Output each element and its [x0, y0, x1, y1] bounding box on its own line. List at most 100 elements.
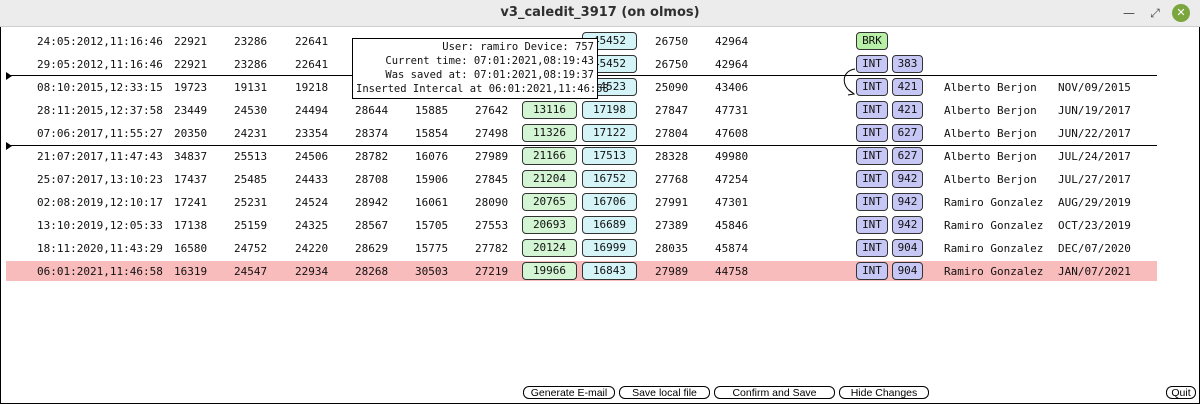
operator-name: Alberto Berjon: [944, 127, 1037, 140]
table-row[interactable]: 02:08:2019,12:10:17 17241 25231 24524 28…: [6, 192, 1157, 212]
date-cell: JUL/27/2017: [1058, 173, 1131, 186]
value-cell: 28035: [655, 242, 689, 255]
code-tag[interactable]: 421: [892, 101, 923, 119]
close-icon[interactable]: ✕: [1172, 4, 1190, 22]
value-box-green[interactable]: 20693: [522, 216, 577, 234]
value-box-green[interactable]: 11326: [522, 124, 577, 142]
value-box-cyan[interactable]: 16999: [582, 239, 637, 257]
table-row[interactable]: 18:11:2020,11:43:29 16580 24752 24220 28…: [6, 238, 1157, 258]
value-cell: 49980: [715, 150, 749, 163]
value-cell: 23286: [234, 58, 268, 71]
value-box-cyan[interactable]: 16843: [582, 262, 637, 280]
type-tag[interactable]: INT: [856, 124, 888, 142]
value-cell: 24547: [234, 265, 268, 278]
code-tag[interactable]: 627: [892, 147, 923, 165]
type-tag[interactable]: INT: [856, 147, 888, 165]
value-box-cyan[interactable]: 16706: [582, 193, 637, 211]
value-cell: 22641: [295, 35, 329, 48]
type-tag[interactable]: INT: [856, 78, 888, 96]
value-box-cyan[interactable]: 16752: [582, 170, 637, 188]
operator-name: Alberto Berjon: [944, 173, 1037, 186]
value-cell: 28090: [475, 196, 509, 209]
operator-name: Ramiro Gonzalez: [944, 219, 1044, 232]
value-cell: 19218: [295, 81, 329, 94]
value-cell: 28782: [355, 150, 389, 163]
table-row[interactable]: 08:10:2015,12:33:15 19723 19131 19218 14…: [6, 77, 1157, 97]
value-cell: 16319: [174, 265, 208, 278]
code-tag[interactable]: 421: [892, 78, 923, 96]
tooltip-line: Inserted Intercal at 06:01:2021,11:46:58: [356, 83, 609, 95]
table-row-selected[interactable]: 06:01:2021,11:46:58 16319 24547 22934 28…: [6, 261, 1157, 281]
type-tag[interactable]: INT: [856, 101, 888, 119]
value-cell: 24524: [295, 196, 329, 209]
date-cell: JUL/24/2017: [1058, 150, 1131, 163]
quit-button[interactable]: Quit: [1166, 386, 1196, 399]
code-tag[interactable]: 942: [892, 193, 923, 211]
value-box-cyan[interactable]: 17513: [582, 147, 637, 165]
value-box-cyan[interactable]: 17198: [582, 101, 637, 119]
value-box-green[interactable]: 20765: [522, 193, 577, 211]
value-cell: 19131: [234, 81, 268, 94]
minimize-icon[interactable]: —: [1123, 6, 1135, 20]
value-cell: 24530: [234, 104, 268, 117]
code-tag[interactable]: 904: [892, 262, 923, 280]
operator-name: Alberto Berjon: [944, 81, 1037, 94]
value-cell: 47608: [715, 127, 749, 140]
brk-tag[interactable]: BRK: [856, 32, 888, 50]
value-cell: 16580: [174, 242, 208, 255]
tooltip-line: Was saved at: 07:01:2021,08:19:37: [385, 69, 594, 81]
table-row[interactable]: 24:05:2012,11:16:46 22921 23286 22641 45…: [6, 31, 1157, 51]
confirm-and-save-button[interactable]: Confirm and Save: [714, 386, 835, 399]
value-box-green[interactable]: 21204: [522, 170, 577, 188]
type-tag[interactable]: INT: [856, 239, 888, 257]
code-tag[interactable]: 627: [892, 124, 923, 142]
table-row[interactable]: 25:07:2017,13:10:23 17437 25485 24433 28…: [6, 169, 1157, 189]
value-box-green[interactable]: 20124: [522, 239, 577, 257]
table-row[interactable]: 21:07:2017,11:47:43 34837 25513 24506 28…: [6, 146, 1157, 166]
value-cell: 23286: [234, 35, 268, 48]
generate-email-button[interactable]: Generate E-mail: [523, 386, 615, 399]
value-cell: 27847: [655, 104, 689, 117]
code-tag[interactable]: 942: [892, 216, 923, 234]
info-tooltip: User: ramiro Device: 757 Current time: 0…: [352, 38, 609, 99]
value-box-green[interactable]: 19966: [522, 262, 577, 280]
maximize-icon[interactable]: ⤢: [1150, 6, 1160, 20]
code-tag[interactable]: 942: [892, 170, 923, 188]
value-cell: 44758: [715, 265, 749, 278]
value-cell: 17241: [174, 196, 208, 209]
table-row[interactable]: 07:06:2017,11:55:27 20350 24231 23354 28…: [6, 123, 1157, 143]
type-tag[interactable]: INT: [856, 216, 888, 234]
value-cell: 30503: [415, 265, 449, 278]
value-cell: 28708: [355, 173, 389, 186]
value-cell: 25485: [234, 173, 268, 186]
type-tag[interactable]: INT: [856, 170, 888, 188]
value-cell: 20350: [174, 127, 208, 140]
value-box-green[interactable]: 13116: [522, 101, 577, 119]
type-tag[interactable]: INT: [856, 262, 888, 280]
table-row[interactable]: 13:10:2019,12:05:33 17138 25159 24325 28…: [6, 215, 1157, 235]
table-row[interactable]: 29:05:2012,11:16:46 22921 23286 22641 45…: [6, 54, 1157, 74]
value-cell: 24231: [234, 127, 268, 140]
value-cell: 23449: [174, 104, 208, 117]
value-cell: 25513: [234, 150, 268, 163]
value-box-green[interactable]: 21166: [522, 147, 577, 165]
value-cell: 27389: [655, 219, 689, 232]
value-cell: 15854: [415, 127, 449, 140]
code-tag[interactable]: 383: [892, 55, 923, 73]
value-cell: 25090: [655, 81, 689, 94]
hide-changes-button[interactable]: Hide Changes: [839, 386, 929, 399]
value-cell: 15906: [415, 173, 449, 186]
value-cell: 15885: [415, 104, 449, 117]
table-row[interactable]: 28:11:2015,12:37:58 23449 24530 24494 28…: [6, 100, 1157, 120]
value-cell: 27991: [655, 196, 689, 209]
timestamp-cell: 28:11:2015,12:37:58: [37, 104, 163, 117]
value-box-cyan[interactable]: 17122: [582, 124, 637, 142]
type-tag[interactable]: INT: [856, 55, 888, 73]
type-tag[interactable]: INT: [856, 193, 888, 211]
value-cell: 24506: [295, 150, 329, 163]
code-tag[interactable]: 904: [892, 239, 923, 257]
value-cell: 28942: [355, 196, 389, 209]
save-local-file-button[interactable]: Save local file: [619, 386, 710, 399]
value-box-cyan[interactable]: 16689: [582, 216, 637, 234]
timestamp-cell: 18:11:2020,11:43:29: [37, 242, 163, 255]
